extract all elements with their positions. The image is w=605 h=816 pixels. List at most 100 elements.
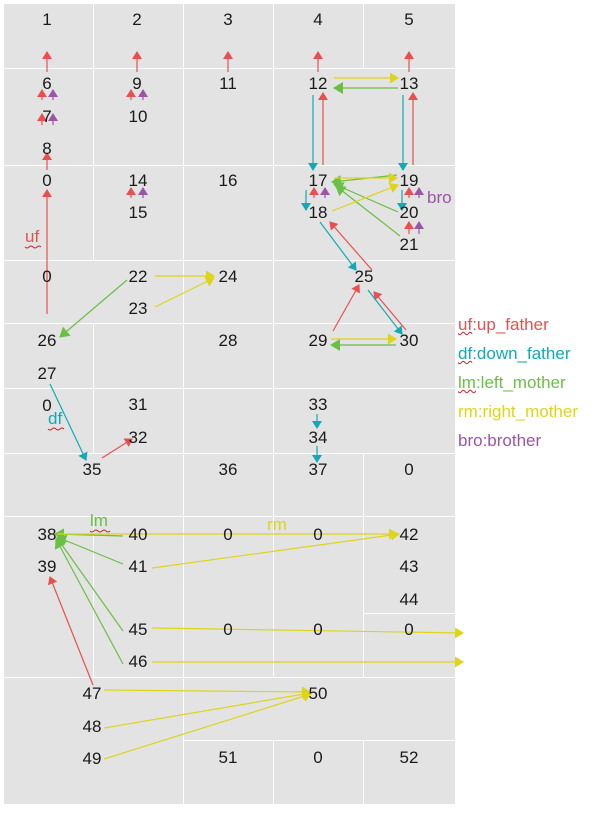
- legend-text: :right_mother: [477, 402, 578, 421]
- rm-arrow: [331, 182, 399, 212]
- node: 47: [83, 684, 102, 703]
- node: 19: [400, 171, 419, 190]
- node: 1: [42, 10, 51, 29]
- rm-arrow: [151, 627, 464, 639]
- brother-arrows: [48, 89, 424, 234]
- node: 22: [129, 267, 148, 286]
- lm-label-underline: [89, 529, 111, 533]
- cell: [4, 517, 93, 677]
- node: 45: [129, 620, 148, 639]
- rm-arrow: [154, 276, 215, 308]
- node: 12: [309, 74, 328, 93]
- df-label-underline: [47, 427, 65, 431]
- node-labels: 1 2 3 4 5 6 7 8 9 10 11 12 13 0 14 15 16…: [38, 10, 419, 768]
- node: 37: [309, 460, 328, 479]
- node: 28: [219, 331, 238, 350]
- cell: [184, 261, 273, 323]
- node: 15: [129, 203, 148, 222]
- rm-arrow: [103, 686, 311, 698]
- cell: [4, 166, 93, 260]
- uf-arrow: [47, 576, 94, 686]
- uf-arrow: [101, 438, 133, 459]
- node: 13: [400, 74, 419, 93]
- node: 0: [42, 171, 51, 190]
- edge-type-labels: uf df lm rm bro: [24, 188, 452, 534]
- cell: [364, 614, 455, 677]
- rm-label: rm: [267, 515, 287, 534]
- legend-text: :left_mother: [475, 373, 566, 392]
- cell: [94, 389, 183, 453]
- node: 0: [42, 267, 51, 286]
- node: 17: [309, 171, 328, 190]
- uf-arrow: [373, 291, 407, 331]
- node: 48: [83, 717, 102, 736]
- node: 6: [42, 74, 51, 93]
- node: 43: [400, 557, 419, 576]
- node: 38: [38, 525, 57, 544]
- cell: [94, 69, 183, 165]
- node: 2: [132, 10, 141, 29]
- lm-arrow: [56, 534, 124, 565]
- cell: [274, 741, 363, 804]
- node: 20: [400, 203, 419, 222]
- up-father-arrows: [37, 51, 418, 686]
- legend-item-left-mother: lm:left_mother: [458, 372, 578, 401]
- node: 0: [313, 620, 322, 639]
- legend-abbr: rm: [458, 402, 478, 421]
- node: 5: [404, 10, 413, 29]
- cell: [4, 261, 183, 323]
- cell: [364, 741, 455, 804]
- node: 26: [38, 331, 57, 350]
- df-arrow: [319, 221, 357, 271]
- cell: [184, 454, 273, 516]
- node: 7: [42, 107, 51, 126]
- node: 50: [309, 684, 328, 703]
- node: 3: [223, 10, 232, 29]
- uf-arrow: [329, 221, 373, 271]
- legend-text: :brother: [482, 431, 542, 450]
- legend-text: :up_father: [472, 315, 549, 334]
- legend-item-up-father: uf:up_father: [458, 314, 578, 343]
- node: 23: [129, 299, 148, 318]
- cell: [184, 69, 273, 165]
- node: 21: [400, 235, 419, 254]
- uf-label: uf: [25, 227, 39, 246]
- cell: [274, 454, 363, 516]
- node: 42: [400, 525, 419, 544]
- cell: [364, 454, 455, 516]
- cell: [274, 389, 455, 453]
- cell: [184, 741, 273, 804]
- legend-abbr: bro: [458, 431, 483, 450]
- node: 36: [219, 460, 238, 479]
- cell: [274, 517, 363, 677]
- df-arrow: [367, 289, 403, 335]
- node: 32: [129, 428, 148, 447]
- lm-arrow: [335, 185, 401, 237]
- node: 9: [132, 74, 141, 93]
- node: 52: [400, 748, 419, 767]
- node: 27: [38, 364, 57, 383]
- legend-item-right-mother: rm:right_mother: [458, 401, 578, 430]
- node: 39: [38, 557, 57, 576]
- legend-abbr: uf: [458, 315, 473, 334]
- cell: [274, 69, 455, 165]
- rm-arrow: [103, 688, 311, 729]
- cell: [184, 166, 273, 260]
- node: 29: [309, 331, 328, 350]
- cell: [274, 261, 455, 323]
- node: 46: [129, 652, 148, 671]
- rm-arrow: [103, 691, 312, 760]
- node: 33: [309, 395, 328, 414]
- node: 4: [313, 10, 322, 29]
- cell: [184, 517, 273, 677]
- df-label: df: [48, 409, 62, 428]
- legend: uf:up_father df:down_father lm:left_moth…: [458, 314, 578, 459]
- node: 34: [309, 428, 328, 447]
- node: 11: [219, 74, 237, 93]
- cell: [184, 389, 273, 453]
- df-arrow: [49, 383, 88, 461]
- uf-label-underline: [24, 245, 42, 249]
- grid-cells: [4, 4, 455, 804]
- node: 25: [355, 267, 374, 286]
